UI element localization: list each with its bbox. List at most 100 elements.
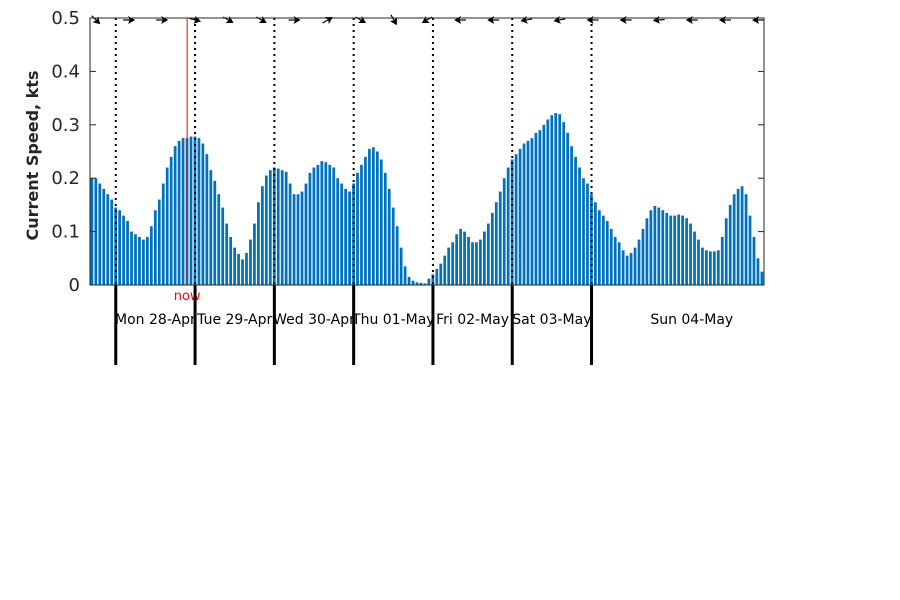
direction-arrow [454,16,467,24]
bar [451,242,455,285]
bar [720,236,724,285]
bar [550,115,554,285]
bar [375,151,379,285]
bar [530,138,534,285]
direction-arrow [520,15,533,24]
bar [169,156,173,285]
bar [590,194,593,285]
arrow-head [258,16,267,23]
bar [479,239,482,285]
arrow-head [193,15,202,24]
now-label: now [174,289,201,304]
bar [637,239,641,285]
bar [379,159,383,285]
bar [645,218,649,285]
bar [391,207,395,285]
day-label: Sun 04-May [650,312,733,328]
bar [613,236,617,285]
bar [475,242,478,285]
direction-arrow [752,16,764,24]
bar [760,271,764,285]
bar [415,282,419,285]
day-label: Sat 03-May [512,312,591,328]
bar [324,162,328,285]
bar [264,175,268,285]
bar [697,239,700,285]
bar [728,204,732,285]
bar [427,278,431,285]
arrow-head [421,16,430,23]
bar [201,143,205,285]
bar [629,252,633,285]
bar [609,228,613,285]
bar [625,255,629,285]
bar [736,188,740,285]
bar [673,215,677,285]
bar [665,212,669,285]
bar [316,164,320,285]
bar [233,247,236,285]
bar [237,254,240,285]
direction-arrow [189,15,202,24]
bar [106,194,110,285]
bar [241,259,244,285]
bar [189,136,193,285]
bar [336,178,340,285]
direction-arrow [91,15,101,25]
bar [538,130,542,285]
bar [292,194,296,285]
bar [332,167,336,285]
bar [142,239,145,285]
bar [459,228,462,285]
bar [395,226,399,285]
bar [138,236,141,285]
bar [693,231,696,285]
day-label: Wed 30-Apr [273,312,355,328]
y-tick-label: 0.3 [51,115,80,136]
bar [407,276,411,285]
bar [165,167,169,285]
bar [657,207,661,285]
bar [558,114,562,286]
bar [597,210,601,285]
bar [542,124,546,285]
direction-arrow [685,16,698,24]
bar [403,266,407,285]
day-label: Fri 02-May [436,312,509,328]
bar [732,194,736,285]
bar [443,255,447,285]
bar [498,191,502,285]
bar [566,132,570,285]
bar [716,250,720,285]
arrow-head [357,16,366,23]
bar [300,191,304,285]
bar [661,210,665,285]
arrow-head [389,17,397,26]
bar [431,274,435,285]
bar [708,251,712,285]
day-separators [114,18,594,365]
bar [439,263,443,285]
arrow-head [324,17,333,24]
bar [685,218,688,285]
bar [288,183,292,285]
bar-series [90,113,764,286]
bar [320,161,324,285]
bar [617,242,621,285]
bar [740,186,744,285]
direction-arrow [586,16,599,24]
bar [562,122,566,285]
bar [574,156,577,285]
bar [304,183,308,285]
bar [534,132,538,285]
bar [356,172,359,285]
bar [677,214,681,285]
bar [197,138,201,285]
bar [653,205,657,285]
bar [601,215,605,285]
bar [98,183,102,285]
bar [554,113,558,285]
bar [268,170,272,285]
bar [748,215,752,285]
